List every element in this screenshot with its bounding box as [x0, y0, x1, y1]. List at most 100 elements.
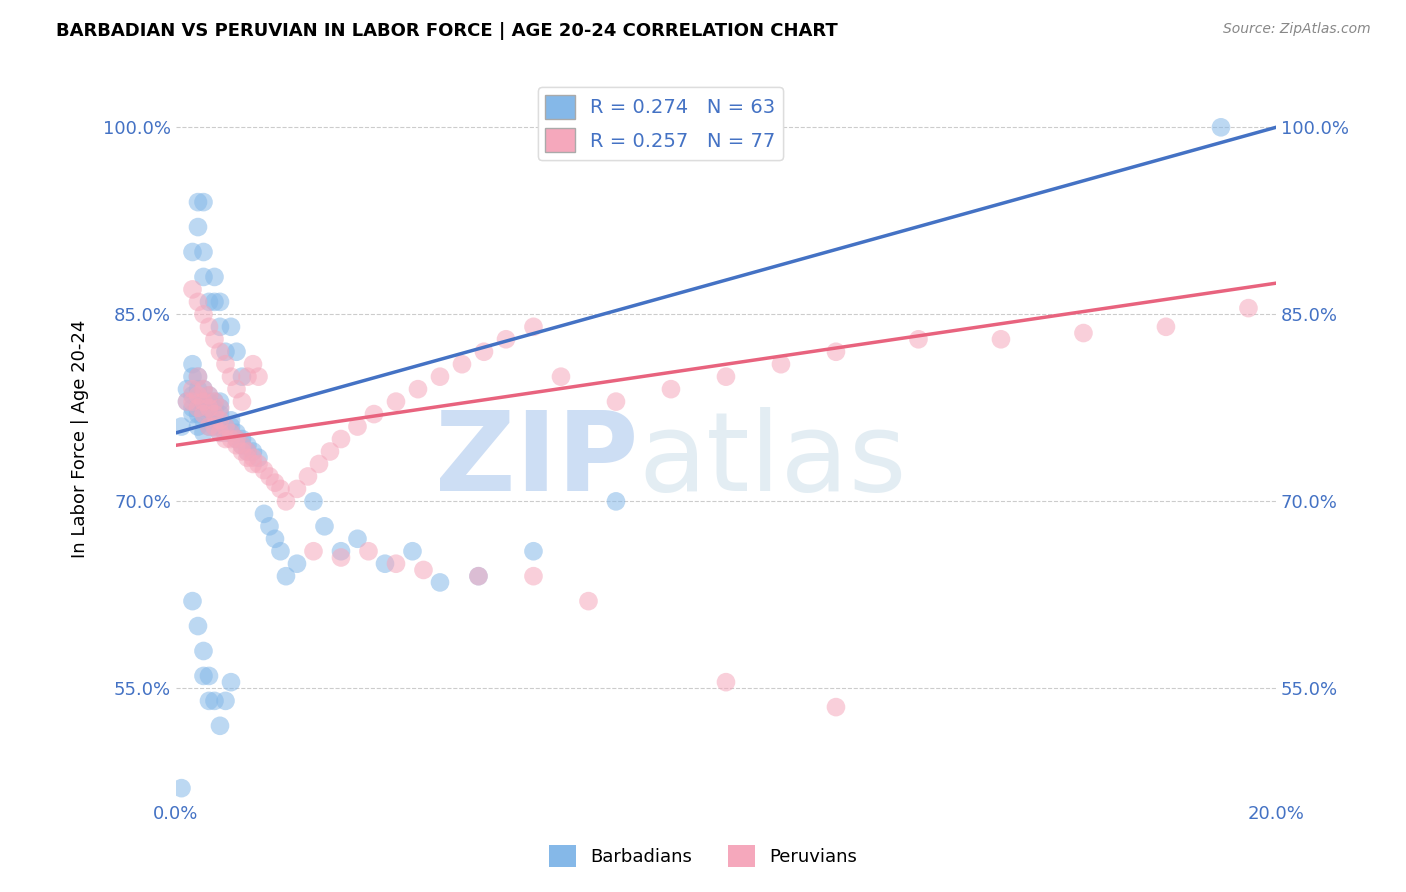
Point	[472, 344, 495, 359]
Point	[198, 401, 221, 415]
Point	[1237, 301, 1260, 315]
Point	[231, 394, 253, 409]
Point	[181, 407, 204, 421]
Point	[231, 438, 253, 452]
Point	[187, 407, 209, 421]
Point	[208, 413, 231, 427]
Point	[208, 401, 231, 415]
Point	[208, 344, 231, 359]
Point	[187, 382, 209, 396]
Point	[187, 419, 209, 434]
Point	[297, 469, 319, 483]
Point	[219, 419, 242, 434]
Point	[253, 463, 276, 477]
Point	[236, 369, 259, 384]
Point	[198, 401, 221, 415]
Point	[208, 419, 231, 434]
Point	[193, 407, 215, 421]
Point	[363, 407, 385, 421]
Point	[219, 425, 242, 440]
Point	[193, 195, 215, 210]
Point	[314, 519, 336, 533]
Point	[219, 675, 242, 690]
Point	[181, 594, 204, 608]
Point	[231, 444, 253, 458]
Point	[236, 444, 259, 458]
Point	[605, 394, 627, 409]
Point	[236, 450, 259, 465]
Point	[264, 475, 287, 490]
Point	[187, 388, 209, 402]
Point	[181, 245, 204, 260]
Point	[219, 319, 242, 334]
Point	[242, 444, 264, 458]
Point	[385, 394, 408, 409]
Point	[401, 544, 423, 558]
Point	[181, 282, 204, 296]
Point	[225, 438, 247, 452]
Point	[208, 719, 231, 733]
Point	[219, 369, 242, 384]
Point	[330, 544, 353, 558]
Point	[176, 394, 198, 409]
Point	[308, 457, 330, 471]
Point	[550, 369, 572, 384]
Text: BARBADIAN VS PERUVIAN IN LABOR FORCE | AGE 20-24 CORRELATION CHART: BARBADIAN VS PERUVIAN IN LABOR FORCE | A…	[56, 22, 838, 40]
Point	[346, 419, 368, 434]
Point	[187, 369, 209, 384]
Point	[198, 294, 221, 309]
Point	[659, 382, 682, 396]
Point	[198, 694, 221, 708]
Point	[319, 444, 342, 458]
Point	[225, 425, 247, 440]
Point	[187, 294, 209, 309]
Point	[214, 419, 236, 434]
Point	[187, 369, 209, 384]
Point	[406, 382, 429, 396]
Point	[198, 669, 221, 683]
Point	[193, 382, 215, 396]
Point	[193, 669, 215, 683]
Point	[1154, 319, 1177, 334]
Point	[412, 563, 434, 577]
Point	[204, 694, 226, 708]
Point	[193, 307, 215, 321]
Point	[187, 220, 209, 235]
Point	[204, 419, 226, 434]
Point	[357, 544, 380, 558]
Point	[467, 569, 489, 583]
Point	[208, 407, 231, 421]
Point	[605, 494, 627, 508]
Text: ZIP: ZIP	[434, 408, 638, 514]
Point	[181, 388, 204, 402]
Point	[269, 544, 291, 558]
Point	[302, 544, 325, 558]
Point	[242, 357, 264, 371]
Point	[495, 332, 517, 346]
Point	[214, 432, 236, 446]
Point	[330, 550, 353, 565]
Point	[522, 569, 544, 583]
Point	[198, 388, 221, 402]
Point	[181, 394, 204, 409]
Point	[170, 781, 193, 796]
Point	[714, 369, 737, 384]
Point	[187, 619, 209, 633]
Point	[225, 344, 247, 359]
Point	[990, 332, 1012, 346]
Point	[193, 269, 215, 284]
Point	[198, 319, 221, 334]
Point	[181, 401, 204, 415]
Point	[208, 425, 231, 440]
Point	[198, 394, 221, 409]
Point	[176, 382, 198, 396]
Point	[259, 469, 281, 483]
Point	[225, 382, 247, 396]
Point	[204, 419, 226, 434]
Point	[274, 569, 297, 583]
Point	[1073, 326, 1095, 340]
Point	[208, 401, 231, 415]
Point	[302, 494, 325, 508]
Point	[429, 575, 451, 590]
Point	[204, 332, 226, 346]
